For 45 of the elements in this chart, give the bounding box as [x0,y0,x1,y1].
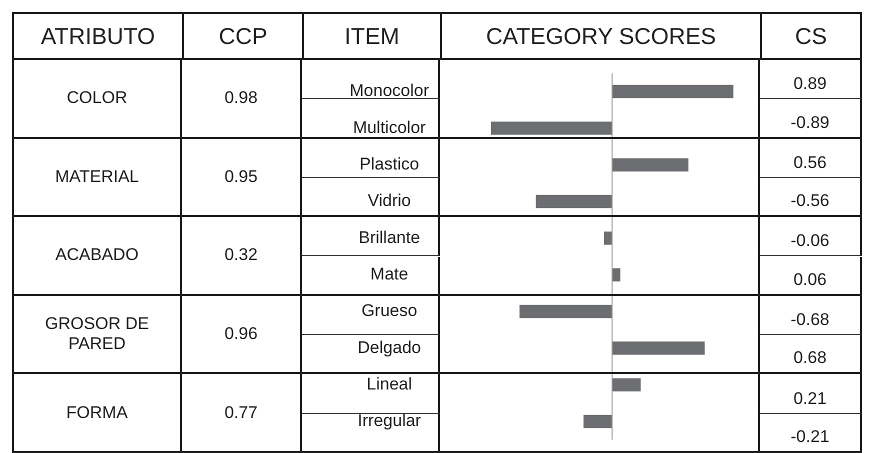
text: ATRIBUTO [12,12,182,60]
text: 0.32 [182,217,302,296]
data-label: 0.89 [760,60,862,100]
y-tick-label: Irregular [358,411,422,430]
data-label: -0.68 [760,296,862,336]
text: GROSOR DE PARED [12,296,182,374]
text: ACABADO [12,217,182,296]
text: 0.95 [182,138,302,218]
text: FORMA [12,374,182,453]
y-tick-label: Monocolor [350,81,430,100]
x-axis-title: CATEGORY SCORES [440,12,760,60]
text: 0.96 [182,296,302,374]
data-label: -0.06 [760,217,862,256]
bar [612,378,641,392]
data-label: 0.68 [760,335,862,374]
bar [612,268,620,282]
data-label: -0.21 [760,414,862,453]
y-tick-label: Lineal [366,374,412,394]
y-tick-label: Multicolor [352,118,426,137]
y-tick-label: Grueso [361,301,418,320]
bar [612,342,705,355]
text: MATERIAL [12,138,182,218]
y-tick-label: Brillante [358,228,420,247]
y-tick-label: Vidrio [368,191,411,210]
text: COLOR [12,60,182,139]
bar [584,414,612,428]
bar [612,84,734,98]
y-axis-title: ITEM [302,12,440,60]
bar [520,304,612,318]
bar [604,232,612,245]
data-label: 0.21 [760,374,862,414]
text: 0.98 [182,60,302,139]
y-tick-label: Mate [370,264,408,284]
data-label: 0.56 [760,138,862,178]
text: CCP [182,12,302,60]
text: CS [760,12,862,60]
text: 0.77 [182,374,302,453]
bar [536,194,612,208]
y-tick-label: Delgado [358,338,421,357]
data-label: 0.06 [760,256,862,296]
data-label: -0.89 [760,99,862,139]
data-label: -0.56 [760,178,862,218]
bar [612,158,688,172]
y-tick-label: Plastico [360,154,420,174]
bar [490,122,612,135]
